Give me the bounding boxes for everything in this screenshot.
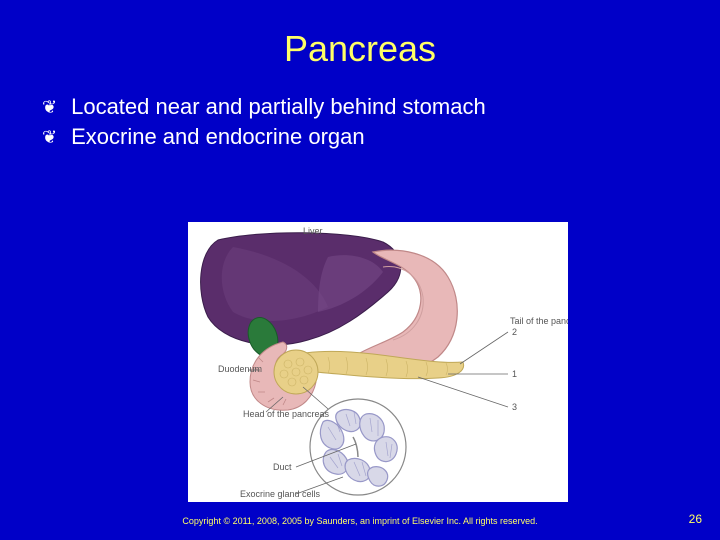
bullet-text: Located near and partially behind stomac…: [71, 94, 486, 120]
page-number: 26: [689, 512, 702, 526]
slide-title: Pancreas: [0, 0, 720, 94]
figure-label-tail: Tail of the pancreas: [510, 316, 568, 326]
bullet-text: Exocrine and endocrine organ: [71, 124, 365, 150]
figure-label-duodenum: Duodenum: [218, 364, 262, 374]
figure-label-cells: Exocrine gland cells: [240, 489, 321, 499]
figure-label-head: Head of the pancreas: [243, 409, 330, 419]
figure-label-duct: Duct: [273, 462, 292, 472]
copyright-text: Copyright © 2011, 2008, 2005 by Saunders…: [0, 516, 720, 526]
figure-label-n1: 1: [512, 369, 517, 379]
bullet-list: ❦ Located near and partially behind stom…: [0, 94, 720, 150]
list-item: ❦ Exocrine and endocrine organ: [42, 124, 720, 150]
anatomy-figure: Liver Tail of the pancreas 2 1 3 Duodenu…: [188, 222, 568, 502]
figure-label-liver: Liver: [303, 226, 323, 236]
bullet-icon: ❦: [42, 97, 57, 118]
list-item: ❦ Located near and partially behind stom…: [42, 94, 720, 120]
figure-label-n3: 3: [512, 402, 517, 412]
bullet-icon: ❦: [42, 127, 57, 148]
figure-label-n2: 2: [512, 327, 517, 337]
